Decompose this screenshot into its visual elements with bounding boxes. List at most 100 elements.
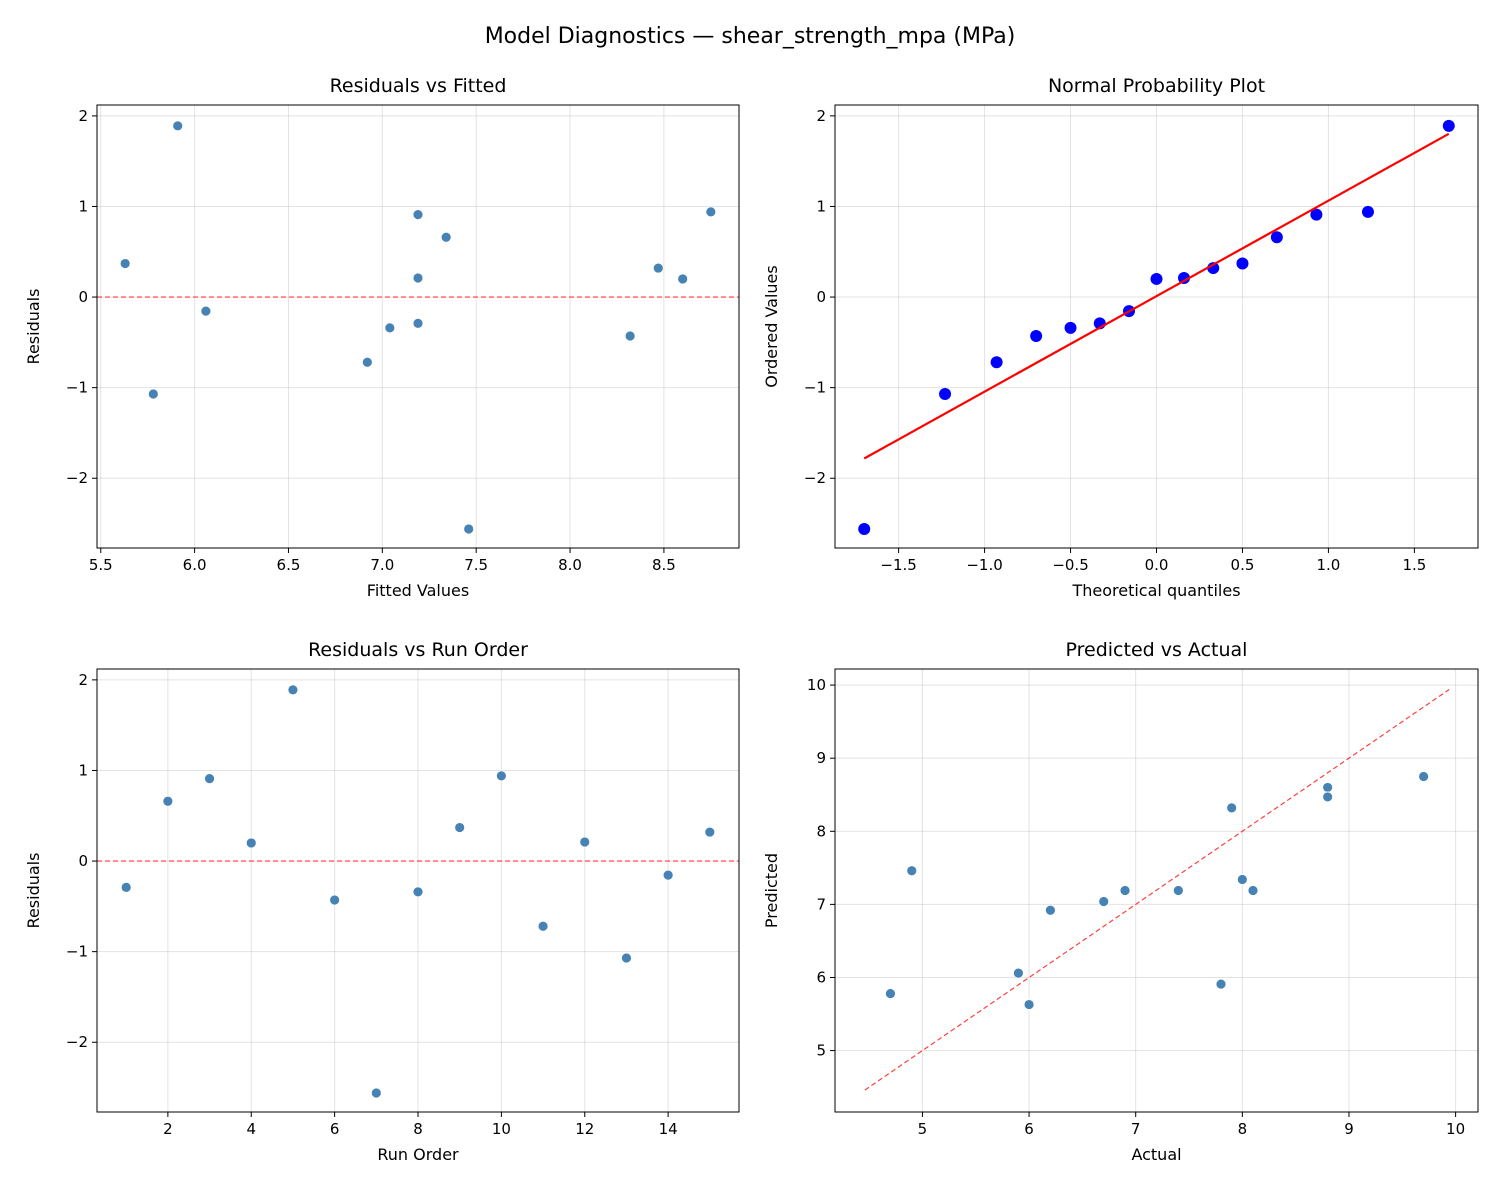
axes-frame	[834, 668, 1479, 1113]
data-point	[412, 886, 424, 898]
data-point	[885, 988, 896, 999]
y-axis-label: Residuals	[24, 853, 43, 929]
x-tick-label: 0.5	[1231, 556, 1255, 574]
data-point	[1119, 885, 1131, 896]
y-tick-label: −1	[804, 379, 826, 397]
x-tick-label: 8.5	[652, 556, 676, 574]
y-axis-label: Residuals	[24, 289, 43, 365]
data-point	[906, 865, 918, 877]
y-tick-label: −2	[804, 469, 826, 487]
fit-line	[863, 132, 1450, 460]
data-point	[939, 387, 952, 400]
y-tick-label: −1	[66, 943, 88, 961]
data-point	[204, 773, 215, 785]
data-point	[1361, 205, 1374, 218]
y-tick-label: 1	[78, 197, 88, 215]
x-tick-label: 6.5	[277, 556, 301, 574]
x-tick-label: 1.0	[1316, 556, 1340, 574]
x-tick-label: 12	[575, 1120, 594, 1138]
subplot-title: Residuals vs Run Order	[308, 639, 528, 661]
data-point	[384, 322, 396, 334]
x-tick-label: 1.5	[1402, 556, 1426, 574]
data-point	[624, 330, 636, 342]
x-tick-label: 2	[163, 1120, 173, 1138]
data-point	[454, 822, 466, 833]
x-axis-label: Run Order	[377, 1145, 459, 1164]
data-point	[172, 120, 184, 132]
data-point	[579, 836, 591, 848]
x-axis-label: Fitted Values	[367, 581, 469, 600]
data-point	[1044, 904, 1056, 916]
x-tick-label: −0.5	[1052, 556, 1088, 574]
y-tick-label: 2	[78, 671, 88, 689]
y-tick-label: 2	[816, 107, 826, 125]
x-tick-label: 7	[1131, 1120, 1141, 1138]
figure-title: Model Diagnostics — shear_strength_mpa (…	[485, 24, 1016, 49]
data-point	[1098, 896, 1110, 907]
data-point	[704, 826, 716, 838]
data-point	[1023, 999, 1035, 1010]
data-point	[361, 356, 373, 368]
data-point	[162, 795, 174, 807]
data-point	[677, 273, 689, 285]
data-point	[1064, 321, 1077, 334]
data-point	[495, 770, 507, 782]
data-point	[287, 684, 299, 696]
x-tick-label: 4	[246, 1120, 256, 1138]
data-point	[621, 952, 632, 964]
x-tick-label: 8.0	[558, 556, 582, 574]
x-tick-label: 5	[918, 1120, 928, 1138]
x-axis-label: Theoretical quantiles	[1071, 581, 1240, 600]
data-point	[1013, 967, 1024, 979]
data-point	[440, 231, 452, 243]
data-point	[370, 1087, 382, 1099]
y-tick-label: 8	[816, 822, 826, 840]
data-point	[245, 837, 257, 849]
data-point	[412, 317, 424, 329]
data-point	[1215, 978, 1227, 990]
x-tick-label: 8	[1238, 1120, 1248, 1138]
x-tick-label: 7.0	[370, 556, 394, 574]
y-tick-label: −1	[66, 379, 88, 397]
data-point	[120, 881, 132, 893]
subplot-title: Normal Probability Plot	[1048, 75, 1265, 97]
data-point	[662, 869, 674, 881]
x-tick-label: 10	[1446, 1120, 1465, 1138]
x-tick-label: 10	[492, 1120, 511, 1138]
x-tick-label: 6	[1024, 1120, 1034, 1138]
data-point	[1247, 885, 1259, 896]
subplot-1: 5.5 6.0 6.5 7.0 7.5 8.0 8.5 −2 −1 0 1 2 Residuals vs…	[24, 75, 740, 600]
data-point	[1236, 874, 1248, 885]
x-tick-label: 14	[659, 1120, 678, 1138]
data-point	[1270, 231, 1283, 244]
data-point	[1172, 885, 1184, 896]
data-point	[1226, 802, 1238, 814]
x-tick-label: 8	[413, 1120, 423, 1138]
x-tick-label: 7.5	[464, 556, 488, 574]
data-point	[990, 356, 1003, 369]
y-tick-label: 9	[816, 749, 826, 767]
subplot-title: Residuals vs Fitted	[330, 75, 507, 97]
y-tick-label: −2	[66, 1033, 88, 1051]
y-tick-label: 5	[816, 1042, 826, 1060]
data-point	[1322, 782, 1334, 793]
axes-frame	[834, 104, 1479, 549]
data-point	[200, 305, 212, 317]
y-tick-label: 0	[78, 852, 88, 870]
data-point	[1236, 257, 1249, 270]
data-point	[1030, 330, 1043, 343]
y-tick-label: 0	[816, 288, 826, 306]
data-point	[412, 209, 424, 221]
data-point	[463, 523, 475, 535]
x-tick-label: 5.5	[89, 556, 113, 574]
y-tick-label: 2	[78, 107, 88, 125]
data-point	[1178, 272, 1191, 285]
x-tick-label: 0.0	[1145, 556, 1169, 574]
x-axis-label: Actual	[1131, 1145, 1181, 1164]
data-point	[652, 262, 664, 274]
y-tick-label: 7	[816, 895, 826, 913]
subplot-2: −1.5 −1.0 −0.5 0.0 0.5 1.0 1.5 −2 −1 0 1 2 Normal Pr…	[762, 75, 1479, 600]
